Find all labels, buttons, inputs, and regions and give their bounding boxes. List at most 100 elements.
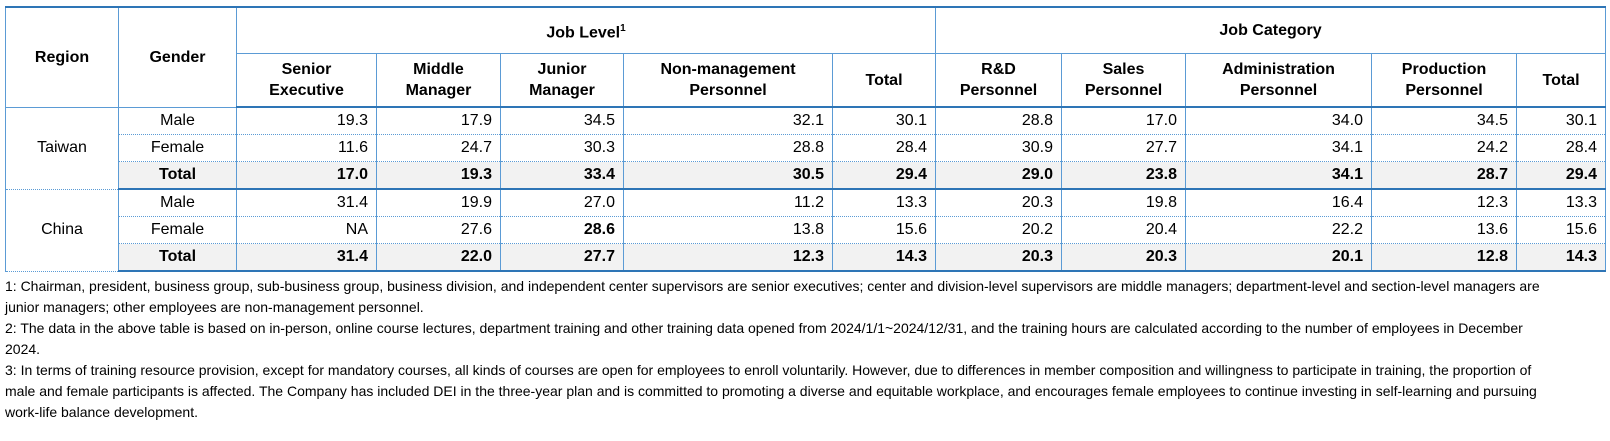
column-header-line: Personnel: [1405, 82, 1483, 99]
column-header: Total: [831, 53, 937, 108]
value-cell: 28.4: [831, 134, 937, 162]
column-header: Administration Personnel: [1185, 53, 1373, 108]
column-header-line: Manager: [405, 82, 472, 99]
value-cell: 17.0: [236, 161, 377, 190]
column-header: Junior Manager: [500, 53, 624, 108]
value-cell: 14.3: [831, 243, 937, 272]
column-header: Non-management Personnel: [623, 53, 833, 108]
value-cell: 27.0: [500, 189, 624, 217]
value-cell: 13.3: [1516, 189, 1607, 217]
value-cell: 30.1: [1516, 107, 1607, 135]
value-cell: 12.8: [1371, 243, 1518, 272]
value-cell: 19.8: [1061, 189, 1187, 217]
value-cell: 31.4: [236, 189, 377, 217]
column-header: Sales Personnel: [1061, 53, 1187, 108]
value-cell: 27.7: [500, 243, 624, 272]
value-cell: 30.9: [935, 134, 1063, 162]
gender-cell: Male: [118, 189, 237, 217]
value-cell: 20.3: [935, 189, 1063, 217]
value-cell: 34.1: [1185, 161, 1373, 190]
column-header: Senior Executive: [236, 53, 377, 108]
gender-cell: Female: [118, 134, 237, 162]
gender-cell: Female: [118, 216, 237, 244]
value-cell: 11.2: [623, 189, 833, 217]
header-cell: Gender: [118, 6, 237, 108]
footnote: 3: In terms of training resource provisi…: [5, 362, 1537, 420]
column-header-line: Junior: [537, 61, 587, 78]
data-row: Total 31.4 22.0 27.7 12.3 14.3 20.3 20.3 20.1 12.…: [6, 243, 1607, 272]
value-cell: 11.6: [236, 134, 377, 162]
value-cell: 17.9: [376, 107, 501, 135]
column-header-line: Sales: [1102, 61, 1145, 78]
column-header-line: Personnel: [1084, 82, 1163, 99]
column-header-line: Senior: [281, 61, 332, 78]
group-header: Job Level1: [235, 6, 937, 54]
data-row: Female NA 27.6 28.6 13.8 15.6 20.2 20.4 22.2 13.6…: [6, 216, 1607, 244]
value-cell: 22.0: [376, 243, 501, 272]
table-header: Region Gender Job Level1 Job Category Sen…: [5, 6, 1607, 108]
value-cell: 19.3: [236, 107, 377, 135]
value-cell: 17.0: [1061, 107, 1187, 135]
column-header-line: Production: [1401, 61, 1487, 78]
value-cell: 24.2: [1371, 134, 1518, 162]
data-row: Taiwan Male 19.3 17.9 34.5 32.1 30.1 28.8 17.0 34…: [5, 107, 1607, 190]
value-cell: 19.9: [376, 189, 501, 217]
value-cell: 12.3: [1371, 189, 1518, 217]
value-cell: 12.3: [623, 243, 833, 272]
value-cell: 15.6: [831, 216, 937, 244]
value-cell: 29.0: [935, 161, 1063, 190]
gender-cell: Total: [118, 243, 237, 272]
value-cell: 23.8: [1061, 161, 1187, 190]
column-header-line: Personnel: [959, 82, 1038, 99]
value-cell: 24.7: [376, 134, 501, 162]
data-row: China Male 31.4 19.9 27.0 11.2 13.3 20.3 19.8 16.…: [5, 189, 1607, 272]
column-header: R&D Personnel: [935, 53, 1063, 108]
value-cell: 27.6: [376, 216, 501, 244]
column-header-line: Administration: [1222, 61, 1335, 78]
value-cell: 29.4: [831, 161, 937, 190]
value-cell: 20.2: [935, 216, 1063, 244]
value-cell: 30.1: [831, 107, 937, 135]
header-row: Region Gender Job Level1 Job Category: [5, 6, 1607, 108]
value-cell: 34.5: [500, 107, 624, 135]
column-header: Total: [1516, 53, 1607, 108]
column-header-line: Personnel: [1239, 82, 1318, 99]
value-cell: 34.5: [1371, 107, 1518, 135]
value-cell: NA: [236, 216, 377, 244]
value-cell: 13.8: [623, 216, 833, 244]
column-header-line: Middle: [413, 61, 464, 78]
value-cell: 28.7: [1371, 161, 1518, 190]
gender-cell: Male: [118, 107, 237, 135]
region-cell: China: [5, 189, 119, 272]
data-row: Female 11.6 24.7 30.3 28.8 28.4 30.9 27.7 34.1 24…: [6, 134, 1607, 162]
footnote: 1: Chairman, president, business group, …: [5, 278, 1540, 315]
column-header: Middle Manager: [376, 53, 501, 108]
group-title: Job Level: [546, 24, 621, 42]
column-header-line: Non-management: [660, 61, 796, 78]
value-cell: 32.1: [623, 107, 833, 135]
column-header-line: Executive: [269, 82, 344, 99]
value-cell: 20.1: [1185, 243, 1373, 272]
column-header-line: Personnel: [689, 82, 767, 99]
value-cell: 30.3: [500, 134, 624, 162]
group-header: Job Category: [935, 6, 1607, 54]
value-cell: 20.4: [1061, 216, 1187, 244]
column-header-line: R&D: [981, 61, 1016, 78]
header-cell: Region: [5, 6, 119, 108]
gender-cell: Total: [118, 161, 237, 190]
value-cell: 28.4: [1516, 134, 1607, 162]
region-cell: Taiwan: [5, 107, 119, 190]
header-row: Senior Executive Middle Manager Junior Manage…: [6, 53, 1607, 108]
training-table: Region Gender Job Level1 Job Category Sen…: [5, 6, 1607, 272]
value-cell: 22.2: [1185, 216, 1373, 244]
column-header: Production Personnel: [1371, 53, 1518, 108]
value-cell: 28.8: [935, 107, 1063, 135]
value-cell: 13.6: [1371, 216, 1518, 244]
value-cell: 29.4: [1516, 161, 1607, 190]
value-cell: 20.3: [1061, 243, 1187, 272]
value-cell: 34.0: [1185, 107, 1373, 135]
value-cell: 27.7: [1061, 134, 1187, 162]
value-cell: 13.3: [831, 189, 937, 217]
column-header-line: Total: [865, 71, 903, 89]
value-cell: 20.3: [935, 243, 1063, 272]
